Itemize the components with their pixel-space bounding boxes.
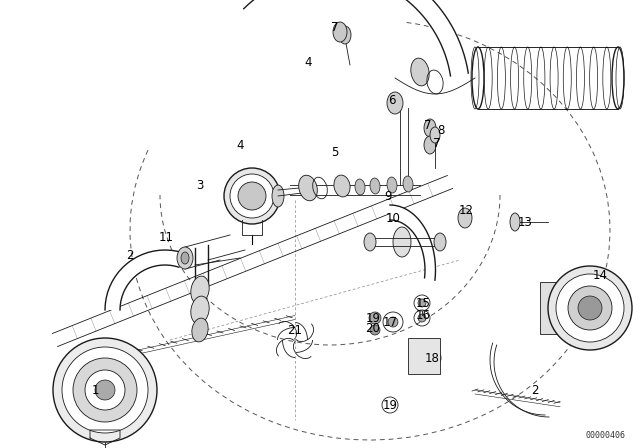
Circle shape xyxy=(370,325,380,335)
Text: 2: 2 xyxy=(531,383,539,396)
Circle shape xyxy=(62,347,148,433)
Text: 21: 21 xyxy=(287,323,303,336)
Ellipse shape xyxy=(299,175,317,201)
Ellipse shape xyxy=(424,119,436,137)
Text: 17: 17 xyxy=(383,315,397,328)
Text: 12: 12 xyxy=(458,203,474,216)
Text: 14: 14 xyxy=(593,268,607,281)
Circle shape xyxy=(418,314,426,322)
Ellipse shape xyxy=(181,252,189,264)
Text: 7: 7 xyxy=(433,137,441,150)
Text: 11: 11 xyxy=(159,231,173,244)
Ellipse shape xyxy=(339,26,351,44)
Text: 6: 6 xyxy=(388,94,396,107)
Ellipse shape xyxy=(334,175,350,197)
Ellipse shape xyxy=(177,247,193,269)
Ellipse shape xyxy=(458,208,472,228)
Text: 00000406: 00000406 xyxy=(585,431,625,440)
Polygon shape xyxy=(390,205,435,280)
Ellipse shape xyxy=(355,179,365,195)
Polygon shape xyxy=(231,0,468,76)
Text: 15: 15 xyxy=(415,297,431,310)
Circle shape xyxy=(388,317,398,327)
Text: 5: 5 xyxy=(332,146,339,159)
Ellipse shape xyxy=(364,233,376,251)
Text: 3: 3 xyxy=(196,178,204,191)
Text: 7: 7 xyxy=(332,21,339,34)
Circle shape xyxy=(548,266,632,350)
Ellipse shape xyxy=(510,213,520,231)
Text: 8: 8 xyxy=(437,124,445,137)
Ellipse shape xyxy=(191,296,209,324)
Ellipse shape xyxy=(387,177,397,193)
Circle shape xyxy=(428,354,436,362)
Ellipse shape xyxy=(403,176,413,192)
Circle shape xyxy=(369,312,381,324)
Text: 13: 13 xyxy=(518,215,532,228)
Circle shape xyxy=(224,168,280,224)
Ellipse shape xyxy=(333,22,347,42)
Ellipse shape xyxy=(192,318,208,342)
Text: 18: 18 xyxy=(424,352,440,365)
Ellipse shape xyxy=(191,276,209,304)
Text: 16: 16 xyxy=(415,309,431,322)
Ellipse shape xyxy=(387,92,403,114)
Text: 4: 4 xyxy=(236,138,244,151)
Text: 19: 19 xyxy=(365,311,381,324)
Polygon shape xyxy=(105,250,184,310)
Text: 19: 19 xyxy=(383,399,397,412)
Circle shape xyxy=(568,286,612,330)
Text: 20: 20 xyxy=(365,322,380,335)
Ellipse shape xyxy=(393,227,411,257)
Ellipse shape xyxy=(434,233,446,251)
Ellipse shape xyxy=(411,58,429,86)
Circle shape xyxy=(556,274,624,342)
Text: 2: 2 xyxy=(126,249,134,262)
Circle shape xyxy=(238,182,266,210)
Circle shape xyxy=(53,338,157,442)
Text: 7: 7 xyxy=(424,119,432,132)
Text: 4: 4 xyxy=(304,56,312,69)
Bar xyxy=(540,282,578,334)
Ellipse shape xyxy=(272,185,284,207)
Text: 1: 1 xyxy=(92,383,99,396)
Circle shape xyxy=(73,358,137,422)
Bar xyxy=(408,338,440,374)
Circle shape xyxy=(95,380,115,400)
Ellipse shape xyxy=(424,136,436,154)
Ellipse shape xyxy=(430,127,440,143)
Circle shape xyxy=(230,174,274,218)
Text: 9: 9 xyxy=(384,190,392,202)
Circle shape xyxy=(578,296,602,320)
Text: 10: 10 xyxy=(385,211,401,224)
Ellipse shape xyxy=(370,178,380,194)
Circle shape xyxy=(418,299,426,307)
Circle shape xyxy=(85,370,125,410)
